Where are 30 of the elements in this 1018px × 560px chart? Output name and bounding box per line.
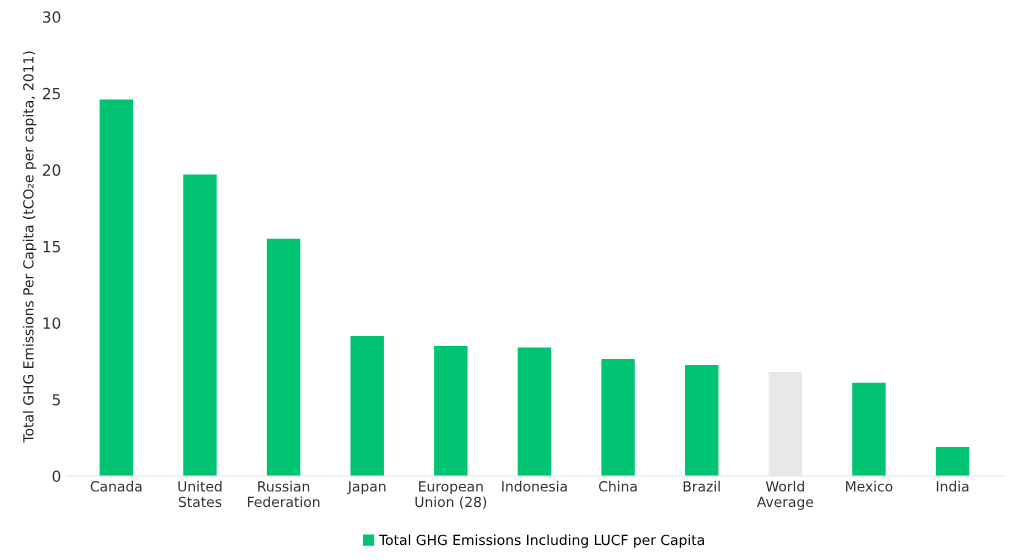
x-tick-label: Russian Federation	[247, 480, 320, 508]
bar	[434, 345, 468, 476]
x-tick-label: United States	[178, 480, 222, 508]
legend-label: Total GHG Emissions Including LUCF per Capita	[378, 534, 704, 548]
bar	[350, 335, 384, 476]
bar	[684, 365, 719, 476]
y-tick-label: 20	[42, 164, 61, 176]
y-tick-label: 10	[43, 317, 61, 329]
bar	[183, 174, 217, 476]
y-tick-label: 30	[43, 11, 61, 23]
y-axis-title: Total GHG Emissions Per Capita (tCO₂e per capita, 2011)	[22, 51, 37, 443]
bar	[266, 238, 301, 476]
x-tick-label: Mexico	[846, 480, 893, 492]
bar	[852, 382, 886, 476]
bar	[601, 358, 635, 476]
x-tick-label: Japan	[347, 481, 386, 495]
x-tick-label: Canada	[90, 480, 142, 492]
y-tick-label: 0	[52, 470, 61, 483]
y-tick-label: 25	[42, 87, 60, 100]
bar	[935, 446, 970, 476]
x-tick-label: Brazil	[683, 480, 720, 492]
bar	[517, 347, 552, 476]
x-tick-label: European Union (28)	[415, 481, 487, 509]
x-tick-label: World Average	[756, 480, 814, 510]
x-tick-label: India	[936, 480, 969, 492]
y-tick-label: 15	[43, 241, 60, 253]
y-tick-label: 5	[52, 394, 60, 406]
x-tick-label: Indonesia	[502, 480, 567, 492]
bar	[99, 99, 134, 476]
x-tick-label: China	[599, 480, 637, 492]
